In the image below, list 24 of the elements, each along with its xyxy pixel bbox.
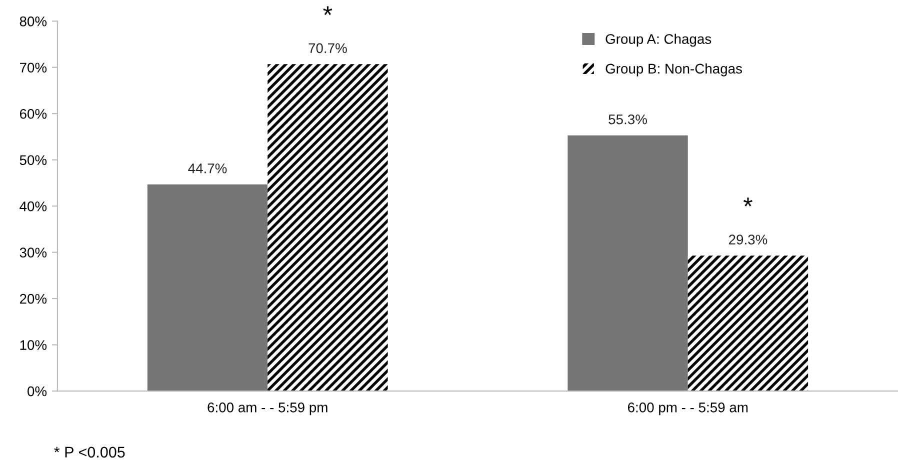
bar [268, 64, 388, 392]
y-tick-label: 50% [20, 155, 47, 166]
y-tick-label: 60% [20, 108, 47, 119]
y-tick-label: 80% [20, 16, 47, 26]
legend-label: Group A: Chagas [606, 34, 712, 47]
y-tick-label: 40% [20, 201, 47, 212]
y-tick-label: 30% [20, 248, 47, 258]
text: * [323, 6, 332, 15]
data-label: 29.3% [728, 234, 768, 244]
text: * P <0.005 [54, 446, 125, 458]
bar [568, 135, 688, 392]
data-label: 70.7% [308, 43, 347, 54]
data-label: 55.3% [608, 114, 647, 124]
bar [688, 256, 808, 392]
x-tick-label: 6:00 am - - 5:59 pm [208, 402, 328, 416]
annotation: * [744, 198, 752, 206]
y-tick-label: 10% [20, 340, 47, 350]
y-tick-label: 20% [20, 294, 47, 304]
bar [147, 184, 268, 392]
data-label: 44.7% [188, 164, 227, 174]
legend-label: Group B: Non-Chagas [606, 63, 742, 76]
y-tick-label: 0% [28, 386, 47, 396]
y-tick-label: 70% [20, 62, 47, 73]
x-tick-label: 6:00 pm - - 5:59 am [628, 402, 748, 416]
